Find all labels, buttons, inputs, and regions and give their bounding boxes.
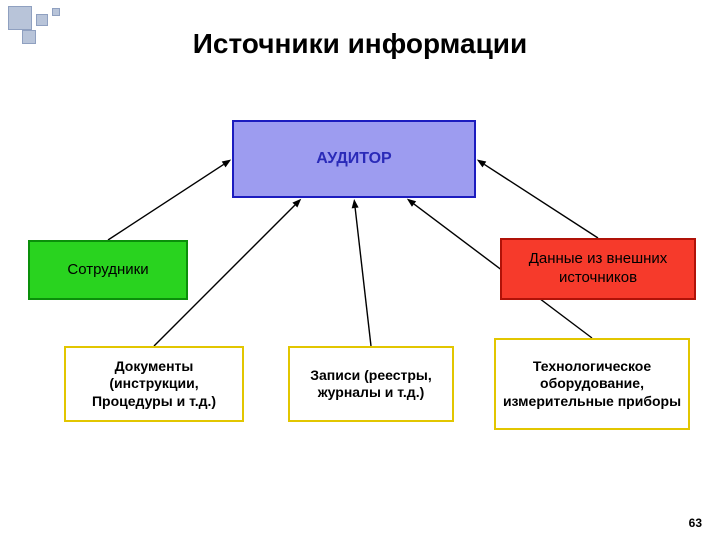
node-documents: Документы (инструкции, Процедуры и т.д.)	[64, 346, 244, 422]
node-records: Записи (реестры, журналы и т.д.)	[288, 346, 454, 422]
node-employees: Сотрудники	[28, 240, 188, 300]
node-equipment: Технологическое оборудование, измеритель…	[494, 338, 690, 430]
page-number: 63	[689, 516, 702, 530]
node-auditor: АУДИТОР	[232, 120, 476, 198]
node-external: Данные из внешних источников	[500, 238, 696, 300]
page-title: Источники информации	[0, 28, 720, 60]
